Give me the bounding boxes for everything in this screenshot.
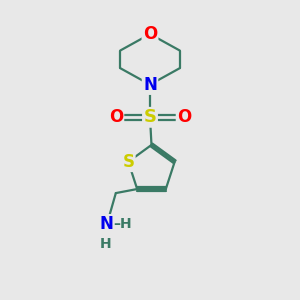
Text: –H: –H	[113, 217, 132, 231]
Text: S: S	[143, 108, 157, 126]
Text: O: O	[109, 108, 123, 126]
Text: S: S	[122, 153, 134, 171]
Text: N: N	[143, 76, 157, 94]
Text: O: O	[177, 108, 191, 126]
Text: O: O	[143, 25, 157, 43]
Text: H: H	[100, 237, 111, 251]
Text: N: N	[100, 215, 114, 233]
